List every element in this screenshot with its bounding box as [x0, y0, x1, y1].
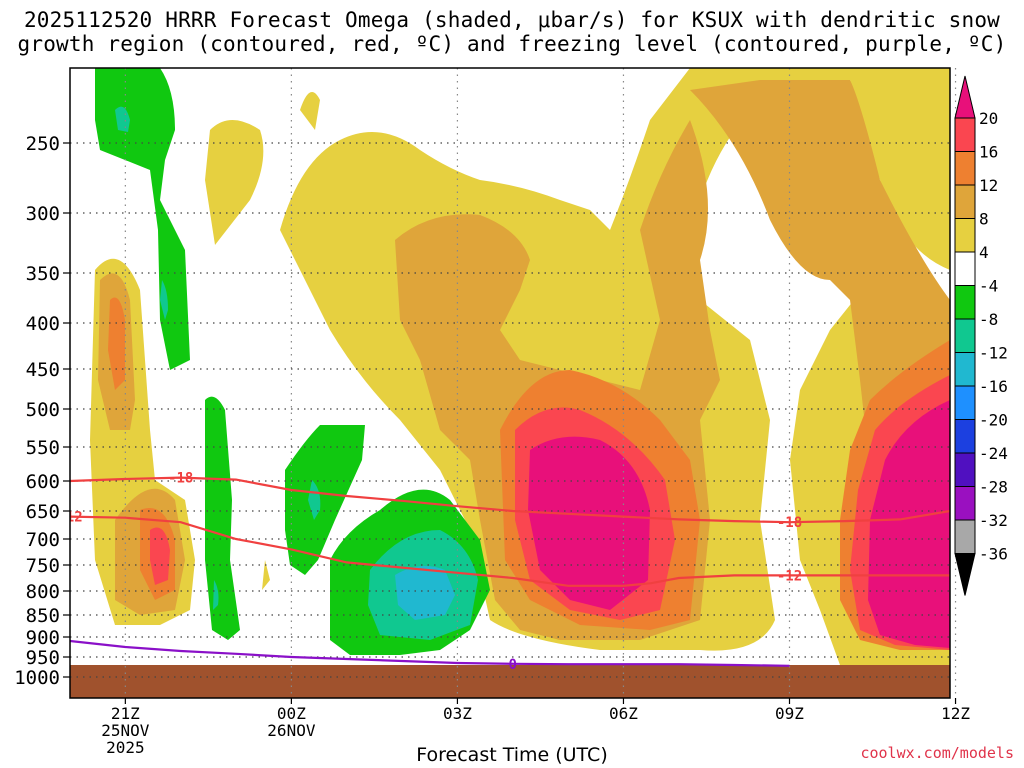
colorbar-swatch [954, 218, 976, 253]
isotherm-label: -18 [168, 471, 193, 487]
colorbar-label: 20 [979, 109, 998, 128]
isotherm-label: -12 [57, 510, 82, 526]
x-tick-label: 12Z [941, 704, 970, 723]
x-tick-date: 26NOV [267, 721, 316, 740]
colorbar-label: 8 [979, 210, 989, 229]
colorbar-swatch [954, 151, 976, 186]
colorbar-swatch [954, 117, 976, 152]
colorbar-swatch [954, 419, 976, 454]
y-tick-label: 500 [26, 399, 60, 421]
y-tick-label: 400 [26, 313, 60, 335]
isotherm-label: -18 [777, 515, 802, 531]
isotherm--18 [70, 476, 950, 524]
colorbar-swatch [954, 519, 976, 554]
colorbar-swatch [954, 184, 976, 219]
colorbar-label: -4 [979, 277, 998, 296]
colorbar-label: -28 [979, 478, 1008, 497]
x-tick-label: 09Z [775, 704, 804, 723]
x-axis-label: Forecast Time (UTC) [416, 744, 608, 766]
isotherm-label: 0 [509, 657, 517, 673]
y-tick-label: 800 [26, 581, 60, 603]
y-tick-label: 350 [26, 263, 60, 285]
colorbar-label: -8 [979, 310, 998, 329]
y-tick-label: 300 [26, 203, 60, 225]
colorbar-swatch [954, 352, 976, 387]
colorbar-swatch [954, 385, 976, 420]
colorbar-legend: 20 16 12 8 4 -4 -8 -12 -16 -20 -24 -28 -32 -36 [954, 75, 1008, 596]
omega-shading [90, 68, 950, 665]
colorbar-label: 12 [979, 176, 998, 195]
x-tick-label: 03Z [443, 704, 472, 723]
colorbar-swatch [954, 452, 976, 487]
isotherm--12 [70, 515, 950, 587]
isotherm-0 [70, 639, 790, 667]
chart-title-line-1: 2025112520 HRRR Forecast Omega (shaded, … [23, 8, 1001, 32]
colorbar-swatch [954, 486, 976, 521]
omega-positive-field [280, 68, 950, 651]
y-tick-label: 650 [26, 501, 60, 523]
x-tick-label: 00Z [277, 704, 306, 723]
y-tick-label: 450 [26, 359, 60, 381]
y-tick-label: 900 [26, 627, 60, 649]
colorbar-bottom-arrow [954, 553, 976, 596]
y-tick-label: 750 [26, 555, 60, 577]
isotherm-lines: -18 -18 -12 -12 0 [57, 471, 950, 673]
x-tick-label: 06Z [609, 704, 638, 723]
y-tick-label: 1000 [14, 667, 60, 689]
colorbar-label: -20 [979, 411, 1008, 430]
isotherm-label: -12 [777, 568, 802, 584]
y-tick-label: 700 [26, 529, 60, 551]
colorbar-swatch [954, 251, 976, 286]
colorbar-label: -24 [979, 444, 1008, 463]
colorbar-swatch [954, 285, 976, 320]
colorbar-swatch [954, 318, 976, 353]
colorbar-label: -36 [979, 545, 1008, 564]
x-tick-year: 2025 [106, 738, 145, 757]
chart-title-line-2: growth region (contoured, red, ºC) and f… [17, 32, 1007, 56]
y-tick-label: 850 [26, 605, 60, 627]
colorbar-label: 16 [979, 143, 998, 162]
x-tick-label: 21Z [111, 704, 140, 723]
y-tick-label: 950 [26, 647, 60, 669]
x-tick-date: 25NOV [101, 721, 150, 740]
colorbar-label: -32 [979, 511, 1008, 530]
credit-link[interactable]: coolwx.com/models [860, 744, 1014, 762]
y-axis: 2503003504004505005506006507007508008509… [14, 133, 70, 689]
colorbar-label: -16 [979, 377, 1008, 396]
ground-surface [70, 665, 950, 698]
y-tick-label: 550 [26, 437, 60, 459]
colorbar-top-arrow [954, 75, 976, 119]
y-tick-label: 250 [26, 133, 60, 155]
plot-frame [69, 67, 951, 699]
y-tick-label: 600 [26, 471, 60, 493]
colorbar-label: -12 [979, 344, 1008, 363]
colorbar-label: 4 [979, 243, 989, 262]
